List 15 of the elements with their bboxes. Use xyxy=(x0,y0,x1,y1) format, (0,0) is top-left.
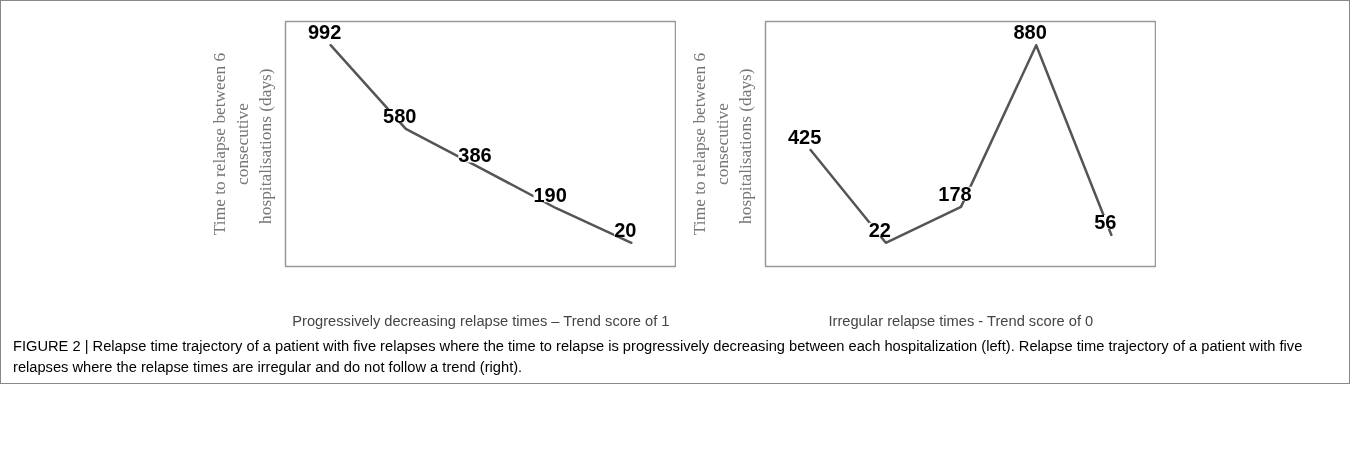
data-label: 22 xyxy=(868,218,891,241)
data-label: 56 xyxy=(1094,210,1117,233)
x-axis-title: Irregular relapse times - Trend score of 0 xyxy=(828,312,1094,329)
data-label: 20 xyxy=(614,218,637,241)
data-label: 992 xyxy=(307,21,342,44)
data-label: 880 xyxy=(1013,21,1047,44)
caption: FIGURE 2 | Relapse time trajectory of a patient with five relapses where the time to relapse is progressively decreasing between each hospitalization (left). Relapse time trajectory of a patient with five relapses where the relapse times are irregular and do not follow a trend (right). xyxy=(13,337,1304,377)
x-axis-title: Progressively decreasing relapse times – Trend score of 1 xyxy=(292,312,670,329)
data-label: 386 xyxy=(458,144,492,167)
data-label: 580 xyxy=(383,104,417,127)
y-axis-title: Time to relapse between 6 consecutive hospitalisations (days) xyxy=(689,52,755,236)
data-label: 425 xyxy=(787,125,822,148)
data-label: 190 xyxy=(533,184,567,207)
y-axis-title: Time to relapse between 6 consecutive hospitalisations (days) xyxy=(209,52,275,236)
data-label: 178 xyxy=(938,182,972,205)
